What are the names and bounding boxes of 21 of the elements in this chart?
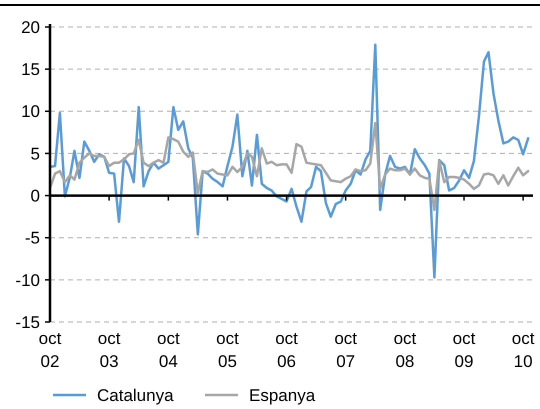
x-tick-label: oct 09	[452, 329, 476, 371]
y-tick-label: 5	[30, 144, 40, 164]
y-tick-label: -10	[15, 270, 40, 290]
x-tick-label: oct 03	[98, 329, 121, 371]
y-tick-label: 0	[30, 186, 40, 206]
x-tick-label: oct 02	[38, 329, 62, 371]
line-series	[48, 122, 530, 212]
line-series	[48, 43, 530, 279]
y-tick-label: 20	[21, 18, 40, 37]
legend-label: Catalunya	[97, 386, 174, 405]
x-tick-label: oct 08	[394, 329, 417, 371]
x-tick-label: oct 10	[512, 329, 535, 371]
y-tick-label: 15	[21, 60, 40, 80]
y-tick-label: 10	[21, 102, 40, 122]
y-tick-label: -15	[15, 312, 40, 332]
x-tick-label: oct 04	[157, 329, 180, 371]
x-tick-label: oct 06	[275, 329, 298, 371]
y-tick-label: -5	[24, 228, 40, 248]
x-tick-label: oct 07	[334, 329, 358, 371]
x-tick-label: oct 05	[216, 329, 240, 371]
legend-label: Espanya	[249, 386, 316, 405]
